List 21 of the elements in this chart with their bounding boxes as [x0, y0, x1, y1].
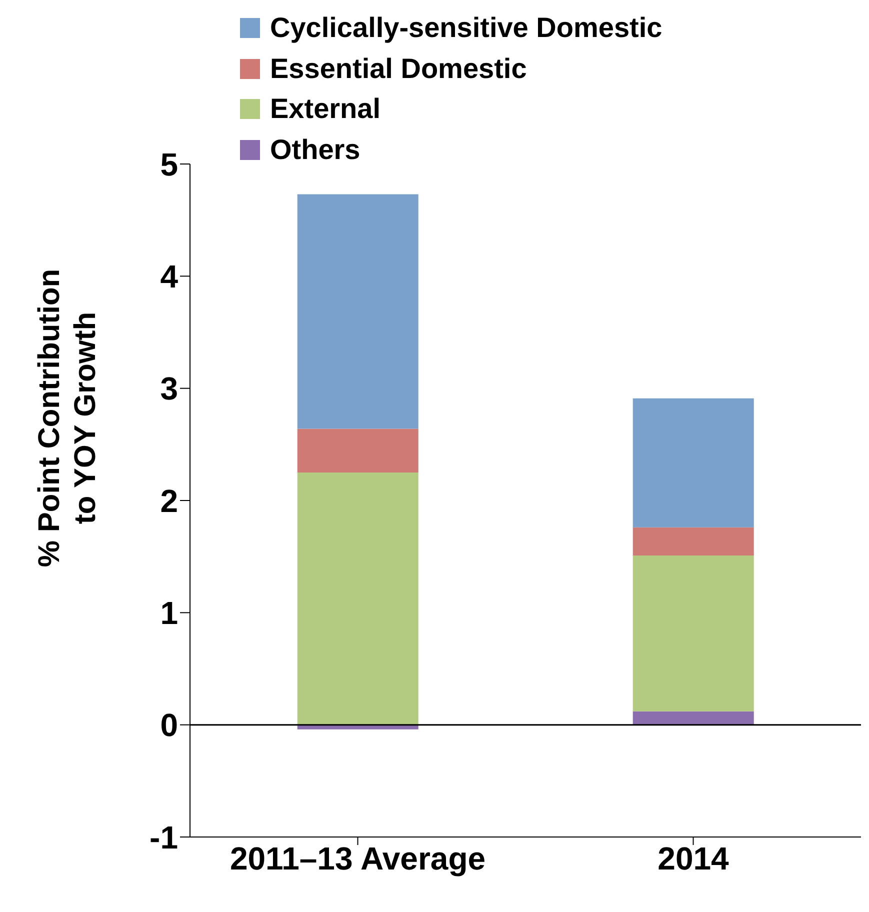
y-tick-label: 1 [160, 595, 178, 632]
y-tick-label: 4 [160, 258, 178, 295]
legend-label: Essential Domestic [270, 52, 527, 86]
bar [297, 472, 418, 725]
y-tick-label: 3 [160, 370, 178, 407]
legend-label: Cyclically-sensitive Domestic [270, 11, 662, 45]
legend-label: External [270, 92, 380, 126]
legend-label: Others [270, 132, 360, 166]
y-tick-label: 2 [160, 482, 178, 519]
bar [632, 398, 754, 528]
y-tick-label: 0 [160, 707, 178, 744]
bar [632, 527, 754, 556]
x-tick-label: 2011–13 Average [230, 840, 486, 877]
bar [297, 428, 418, 472]
y-tick-label: -1 [150, 819, 178, 856]
bar [632, 555, 754, 712]
bar [297, 194, 418, 429]
bar [632, 711, 754, 725]
y-tick-label: 5 [160, 146, 178, 182]
y-axis-title: % Point Contribution to YOY Growth [32, 268, 103, 568]
x-tick-label: 2014 [658, 840, 730, 877]
